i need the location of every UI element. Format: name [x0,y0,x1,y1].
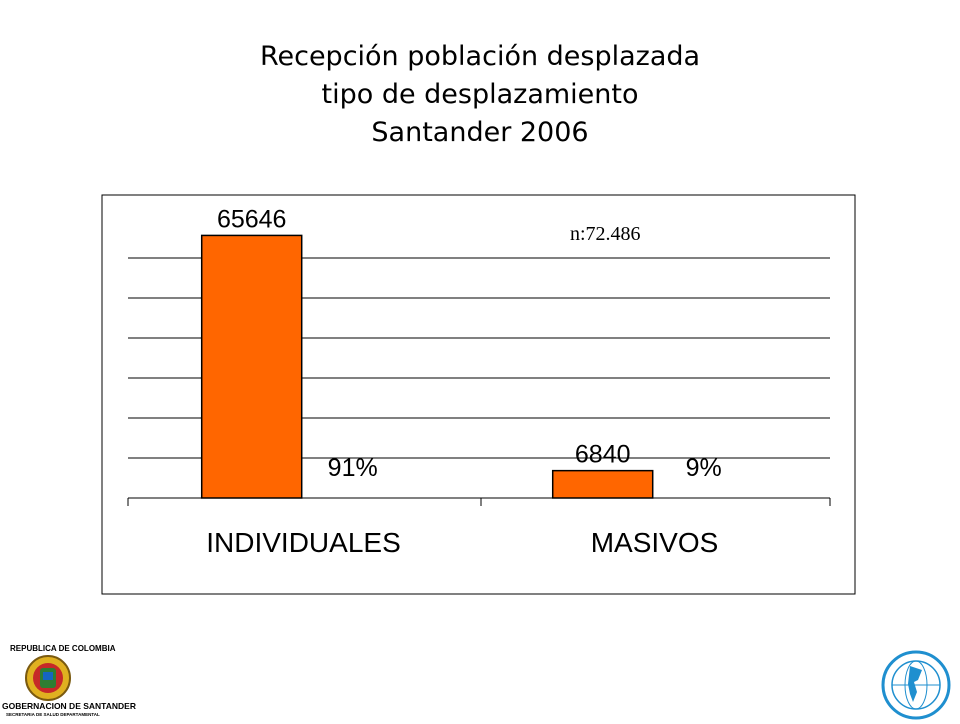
chart-title: Recepción población desplazada tipo de d… [0,38,960,152]
logo-gobernacion-text: GOBERNACION DE SANTANDER [2,701,136,711]
bar-masivos [551,469,654,499]
bars [200,234,654,499]
logo-secretaria-text: SECRETARIA DE SALUD DEPARTAMENTAL [6,712,100,717]
n-annotation: n:72.486 [570,223,641,245]
gobernacion-santander-logo: REPUBLICA DE COLOMBIA GOBERNACION DE SAN… [2,640,136,720]
percent-label: 91% [328,454,378,482]
bar-individuales [200,234,303,499]
value-label: 65646 [217,205,287,233]
value-label: 6840 [575,441,631,469]
paho-globe-icon [881,650,951,720]
title-line-2: tipo de desplazamiento [321,79,639,110]
chart-frame [101,194,856,595]
data-labels: 65646 91% INDIVIDUALES 6840 9% MASIVOS [206,205,722,558]
logo-country-text: REPUBLICA DE COLOMBIA [10,644,116,653]
title-line-1: Recepción población desplazada [259,41,701,72]
category-label: MASIVOS [591,527,719,558]
coat-of-arms-icon [25,655,71,701]
paho-logo [870,640,960,720]
percent-label: 9% [686,454,722,482]
category-label: INDIVIDUALES [206,527,401,558]
title-line-3: Santander 2006 [371,117,589,148]
